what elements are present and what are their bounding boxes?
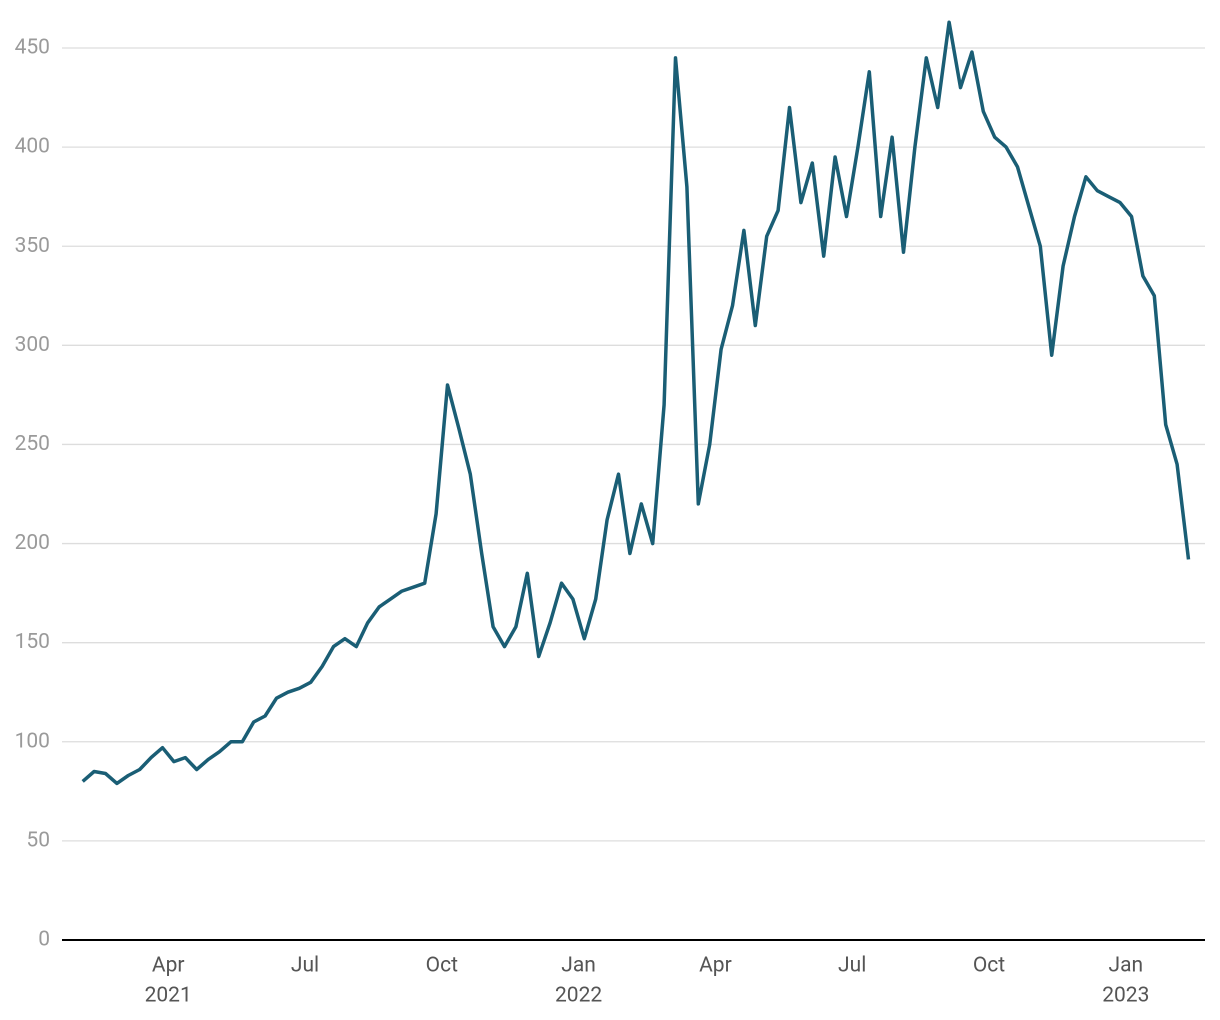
y-tick-label: 450 (15, 36, 50, 60)
y-tick-label: 400 (15, 135, 50, 159)
y-tick-label: 300 (15, 333, 50, 357)
x-tick-label: Jan (1108, 954, 1143, 978)
x-tick-label: Oct (426, 954, 458, 978)
x-tick-label: Jan (561, 954, 596, 978)
x-tick-year: 2021 (145, 984, 192, 1008)
x-tick-year: 2023 (1102, 984, 1149, 1008)
y-tick-label: 150 (15, 630, 50, 654)
x-tick-year: 2022 (555, 984, 602, 1008)
x-tick-label: Jul (838, 954, 866, 978)
x-tick-label: Apr (699, 954, 732, 978)
y-tick-label: 0 (38, 928, 50, 952)
y-tick-label: 50 (26, 828, 50, 852)
y-tick-label: 200 (15, 531, 50, 555)
x-tick-label: Apr (152, 954, 185, 978)
line (81, 20, 1191, 786)
x-tick-label: Oct (973, 954, 1005, 978)
y-tick-label: 350 (15, 234, 50, 258)
y-tick-label: 250 (15, 432, 50, 456)
y-tick-label: 100 (15, 729, 50, 753)
x-tick-label: Jul (291, 954, 319, 978)
